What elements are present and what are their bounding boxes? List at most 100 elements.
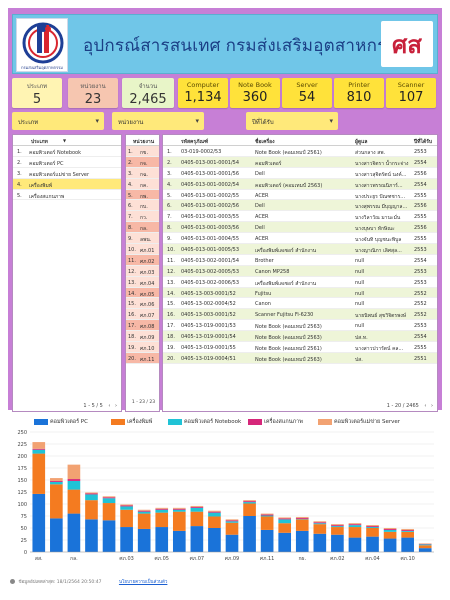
equipment-table-row[interactable]: 10. 0405-013-001-0005/53 เครื่องพิมพ์เลเซอ… <box>163 244 437 255</box>
row-number: 9. <box>128 236 133 243</box>
bar-pc <box>278 532 292 552</box>
equipment-table-row[interactable]: 16. 0405-13-003-0001/52 Scanner Fujitsu Fi… <box>163 309 437 321</box>
equipment-table-row[interactable]: 3. 0405-013-001-0001/56 Dell นางสาวสุจิตรัต… <box>163 168 437 179</box>
row-number: 3. <box>167 170 172 177</box>
dept-table-row[interactable]: 5. กพ. <box>126 189 159 201</box>
legend-item-printer[interactable]: เครื่องพิมพ์ <box>111 418 152 426</box>
dept-table-row[interactable]: 6. กบ. <box>126 200 159 212</box>
type-filter-dropdown[interactable]: ประเภท ▾ <box>12 112 104 130</box>
dept-code: กข. <box>140 150 149 156</box>
equipment-table-row[interactable]: 18. 0405-13-019-0001/54 Note Book (คอมเทมป… <box>163 331 437 343</box>
equipment-year: 2555 <box>414 192 427 199</box>
type-table-row[interactable]: 2. คอมพิวเตอร์ PC <box>13 157 121 168</box>
type-table-header-label: ประเภท <box>31 139 48 145</box>
x-tick-label: ศภ.02 <box>330 556 344 562</box>
bar-server <box>331 524 344 526</box>
year-filter-label: ปีที่ได้รับ <box>252 119 274 126</box>
dept-table-row[interactable]: 9. ลพน. <box>126 233 159 245</box>
equipment-table-row[interactable]: 9. 0405-013-001-0004/55 ACER นางจันทิ บุญชน… <box>163 233 437 245</box>
next-page-icon[interactable]: › <box>431 403 433 409</box>
dept-table-header[interactable]: หน่วยงาน <box>126 135 159 146</box>
code-column-header[interactable]: รหัสครุภัณฑ์ <box>181 139 209 145</box>
prev-page-icon[interactable]: ‹ <box>424 403 427 409</box>
kpi-computer-value: 1,134 <box>184 90 222 105</box>
dept-table-row[interactable]: 4. กค. <box>126 178 159 190</box>
bar-notebook <box>137 511 151 514</box>
equipment-table-row[interactable]: 15. 0405-13-002-0004/52 Canon null 2552 <box>163 298 437 310</box>
bar-pc <box>120 527 133 552</box>
equipment-table-row[interactable]: 1. 03-019-0002/53 Note Book (คอมเทมป์ 2561… <box>163 146 437 157</box>
row-number: 7. <box>167 214 172 221</box>
year-column-header[interactable]: ปีที่ได้รับ <box>414 139 433 145</box>
year-filter-dropdown[interactable]: ปีที่ได้รับ ▾ <box>246 112 338 130</box>
type-name: คอมพิวเตอร์ PC <box>29 160 64 167</box>
dept-table-row[interactable]: 2. กจ. <box>126 156 159 168</box>
type-table-row[interactable]: 1. คอมพิวเตอร์ Notebook <box>13 146 121 157</box>
equipment-table-row[interactable]: 14. 0405-13-003-0001/52 Fujitsu null 2552 <box>163 287 437 299</box>
bar-server <box>208 510 221 512</box>
equipment-table-header: รหัสครุภัณฑ์ ชื่อเครื่อง ผู้ดูแล ปีที่ได… <box>163 135 437 146</box>
equipment-table-row[interactable]: 7. 0405-013-001-0003/55 ACER นางวิลาวัณ มาน… <box>163 211 437 223</box>
dept-table-row[interactable]: 15. ศภ.06 <box>126 298 159 310</box>
type-table-row[interactable]: 3. คอมพิวเตอร์แม่ข่าย Server <box>13 168 121 179</box>
prev-page-icon[interactable]: ‹ <box>108 403 111 409</box>
dept-table-row[interactable]: 7. กว. <box>126 211 159 223</box>
pager-range: 1 - 5 / 5 <box>83 403 103 409</box>
type-table-header[interactable]: ประเภท ▼ <box>13 135 121 146</box>
legend-item-scanner[interactable]: เครื่องสแกนภาพ <box>248 418 303 426</box>
page-footer: ข้อมูลอัปเดตล่าสุด: 18/1/2564 20:50:47 น… <box>10 578 440 592</box>
equipment-code: 0405-13-019-0001/53 <box>181 323 236 330</box>
equipment-year: 2554 <box>414 257 427 264</box>
dept-table-row[interactable]: 11. ศภ.02 <box>126 254 159 266</box>
legend-item-pc[interactable]: คอมพิวเตอร์ PC <box>34 418 88 426</box>
row-number: 1. <box>128 149 133 155</box>
dept-table-row[interactable]: 16. ศภ.07 <box>126 309 159 321</box>
type-table-row[interactable]: 4. เครื่องพิมพ์ <box>13 178 121 190</box>
equipment-table-row[interactable]: 17. 0405-13-019-0001/53 Note Book (คอมเทมป… <box>163 320 437 332</box>
equipment-table-row[interactable]: 4. 0405-013-001-0002/54 คอมพิวเตอร์ (คอมเท… <box>163 178 437 190</box>
equipment-table-row[interactable]: 20. 0405-13-019-0004/51 Note Book (คอมเทมป… <box>163 352 437 364</box>
dept-table-row[interactable]: 3. กฉ. <box>126 167 159 179</box>
name-column-header[interactable]: ชื่อเครื่อง <box>255 139 275 145</box>
dept-table-row[interactable]: 1. กข. <box>126 146 159 157</box>
dept-table-row[interactable]: 14. ศภ.05 <box>126 287 159 299</box>
next-page-icon[interactable]: › <box>115 403 117 409</box>
equipment-table-row[interactable]: 5. 0405-013-001-0002/55 ACER นางประยูร ปัณฑ… <box>163 190 437 201</box>
dept-table-row[interactable]: 17. ศภ.08 <box>126 320 159 332</box>
logo-caption: กรมส่งเสริมอุตสาหกรรม <box>21 65 63 70</box>
bar-notebook <box>32 449 46 454</box>
type-table-body: 1. คอมพิวเตอร์ Notebook 2. คอมพิวเตอร์ PC 3.… <box>13 146 121 201</box>
equipment-table-row[interactable]: 19. 0405-13-019-0001/55 Note Book (คอมเทมป… <box>163 342 437 353</box>
dept-table-row[interactable]: 10. ศภ.01 <box>126 244 159 255</box>
equipment-table-row[interactable]: 6. 0405-013-001-0002/56 Dell นางสุพรรณ มีบุ… <box>163 200 437 212</box>
dept-table-row[interactable]: 12. ศภ.03 <box>126 265 159 277</box>
type-table-row[interactable]: 5. เครื่องสแกนภาพ <box>13 190 121 201</box>
equipment-table-row[interactable]: 2. 0405-013-001-0001/54 คอมพิวเตอร์ นางสาวจ… <box>163 156 437 168</box>
bar-notebook <box>313 523 327 525</box>
equipment-year: 2553 <box>414 247 427 254</box>
dept-filter-dropdown[interactable]: หน่วยงาน ▾ <box>112 112 204 130</box>
dept-table-row[interactable]: 8. กล. <box>126 222 159 234</box>
equipment-table-row[interactable]: 12. 0405-013-002-0005/53 Canon MP258 null 25… <box>163 265 437 277</box>
user-column-header[interactable]: ผู้ดูแล <box>355 139 368 145</box>
row-number: 10. <box>167 247 175 254</box>
dept-table-row[interactable]: 20. ศภ.11 <box>126 352 159 364</box>
equipment-year: 2553 <box>414 323 427 330</box>
dept-table-row[interactable]: 13. ศภ.04 <box>126 276 159 288</box>
equipment-table-row[interactable]: 11. 0405-013-002-0001/54 Brother null 2554 <box>163 255 437 266</box>
privacy-policy-link[interactable]: นโยบายความเป็นส่วนตัว <box>118 580 168 585</box>
row-number: 13. <box>128 279 136 286</box>
row-number: 6. <box>128 203 133 210</box>
dept-code: กฉ. <box>140 171 149 178</box>
row-number: 4. <box>167 181 172 188</box>
dept-table-row[interactable]: 19. ศภ.10 <box>126 342 159 353</box>
legend-item-server[interactable]: คอมพิวเตอร์แม่ข่าย Server <box>318 418 400 426</box>
kpi-strip: ประเภท 5 หน่วยงาน 23 จำนวน 2,465 Compute… <box>12 78 438 108</box>
legend-item-notebook[interactable]: คอมพิวเตอร์ Notebook <box>168 418 241 426</box>
equipment-table-row[interactable]: 13. 0405-013-002-0006/53 เครื่องพิมพ์เลเซอ… <box>163 277 437 288</box>
kpi-dept-value: 23 <box>84 92 102 107</box>
row-number: 18. <box>167 334 175 341</box>
equipment-name: เครื่องพิมพ์เลเซอร์ สำนักงาน <box>255 248 317 255</box>
dept-table-row[interactable]: 18. ศภ.09 <box>126 331 159 343</box>
equipment-table-row[interactable]: 8. 0405-013-001-0003/56 Dell นางบุษบา ทักษิ… <box>163 222 437 234</box>
